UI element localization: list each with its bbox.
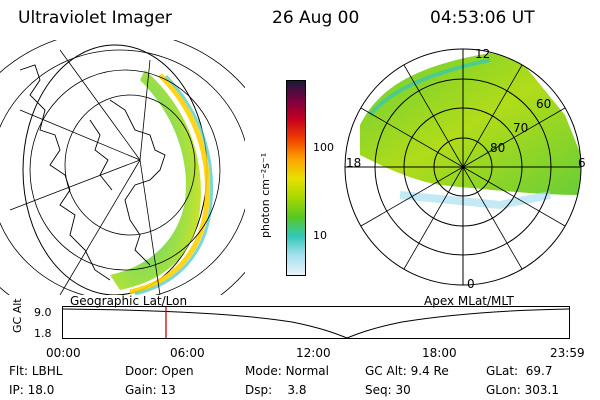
colorbar-tick-100: 100 <box>313 141 334 154</box>
altitude-curve <box>62 308 570 339</box>
mlt-label-18: 18 <box>346 156 362 170</box>
ip-info: IP: 18.0 <box>9 383 55 397</box>
mlat-label-70: 70 <box>513 121 529 135</box>
altitude-ytick-1-8: 1.8 <box>34 327 52 340</box>
colorbar-tick-10: 10 <box>313 229 327 242</box>
xtick-0600: 06:00 <box>170 346 205 360</box>
xtick-1200: 12:00 <box>296 346 331 360</box>
mode-value: Normal <box>285 364 329 378</box>
altitude-ytick-9: 9.0 <box>34 306 52 319</box>
seq-info: Seq: 30 <box>365 383 411 397</box>
mlt-label-12: 12 <box>475 47 491 61</box>
colorbar-gradient <box>286 80 306 276</box>
door-value: Open <box>161 364 194 378</box>
altitude-ylabel: GC Alt <box>11 298 24 333</box>
gain-info: Gain: 13 <box>125 383 176 397</box>
altitude-plot-frame <box>62 306 570 339</box>
glat-value: 69.7 <box>525 364 553 378</box>
polar-mlat-mlt-plot <box>344 48 582 286</box>
mlt-label-6: 6 <box>578 156 586 170</box>
glat-info: GLat: 69.7 <box>486 364 553 378</box>
gc-alt-info: GC Alt: 9.4 Re <box>365 364 449 378</box>
glon-value: 303.1 <box>524 383 559 397</box>
geo-panel-label: Geographic Lat/Lon <box>70 294 188 308</box>
instrument-title: Ultraviolet Imager <box>18 8 172 28</box>
geographic-image-panel <box>0 40 245 295</box>
seq-value: 30 <box>395 383 411 397</box>
filter-value: LBHL <box>31 364 63 378</box>
mlt-label-0: 0 <box>467 277 475 291</box>
mode-info: Mode: Normal <box>245 364 329 378</box>
mlat-label-60: 60 <box>536 97 552 111</box>
xtick-1800: 18:00 <box>422 346 457 360</box>
filter-info: Flt: LBHL <box>9 364 63 378</box>
xtick-0000: 00:00 <box>46 346 81 360</box>
observation-time: 04:53:06 UT <box>430 8 535 28</box>
polar-panel-label: Apex MLat/MLT <box>424 294 514 308</box>
glon-info: GLon: 303.1 <box>486 383 559 397</box>
gc-alt-value: 9.4 Re <box>410 364 449 378</box>
altitude-timeline-plot <box>62 306 570 339</box>
observation-date: 26 Aug 00 <box>272 8 360 28</box>
dsp-info: Dsp: 3.8 <box>245 383 307 397</box>
ip-value: 18.0 <box>27 383 55 397</box>
mlat-label-80: 80 <box>490 141 506 155</box>
xtick-2359: 23:59 <box>550 346 585 360</box>
gain-value: 13 <box>160 383 176 397</box>
dsp-value: 3.8 <box>287 383 307 397</box>
door-info: Door: Open <box>125 364 194 378</box>
colorbar <box>286 80 306 276</box>
